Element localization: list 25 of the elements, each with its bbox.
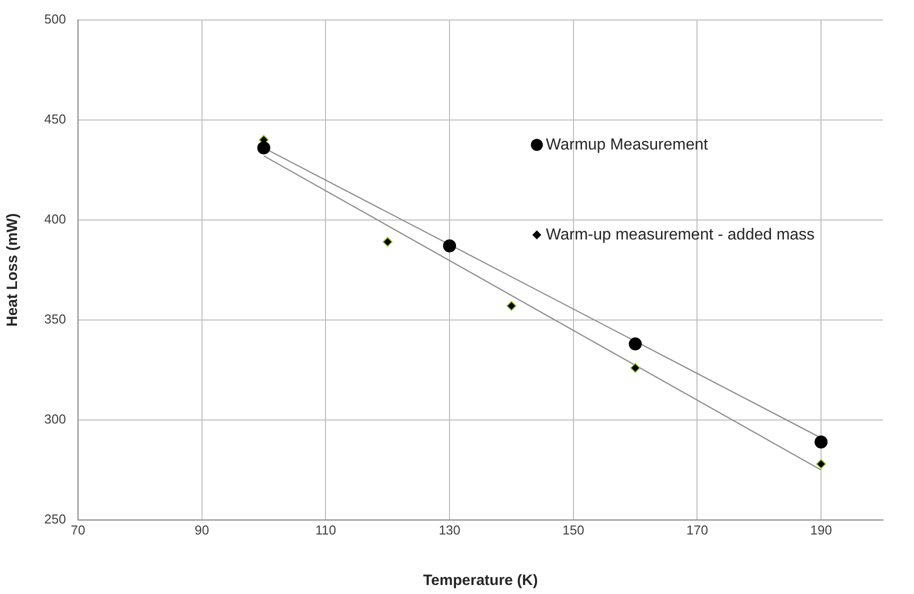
x-tick-label: 130 <box>438 522 460 538</box>
x-tick-label: 110 <box>315 522 336 538</box>
y-tick-label: 450 <box>44 111 66 126</box>
point <box>506 300 516 311</box>
point <box>814 435 828 448</box>
y-tick-label: 500 <box>44 11 66 26</box>
x-tick-label: 190 <box>810 522 832 538</box>
point <box>382 236 393 247</box>
x-tick-label: 150 <box>562 522 584 538</box>
x-tick-label: 90 <box>194 522 210 538</box>
x-tick-label: 70 <box>70 522 86 538</box>
y-tick-label: 350 <box>44 312 66 326</box>
point <box>257 141 270 154</box>
y-axis-title: Heat Loss (mW) <box>4 213 22 327</box>
point <box>628 337 642 350</box>
y-tick-label: 400 <box>44 211 66 226</box>
legend-label: Warmup Measurement <box>546 136 709 154</box>
point <box>630 362 640 373</box>
x-axis-title: Temperature (K) <box>423 572 538 590</box>
point <box>443 239 456 252</box>
point <box>816 458 826 469</box>
y-tick-label: 250 <box>44 512 66 527</box>
legend-label: Warm-up measurement - added mass <box>546 226 815 244</box>
y-tick-label: 300 <box>44 412 66 427</box>
x-tick-label: 170 <box>686 522 708 538</box>
